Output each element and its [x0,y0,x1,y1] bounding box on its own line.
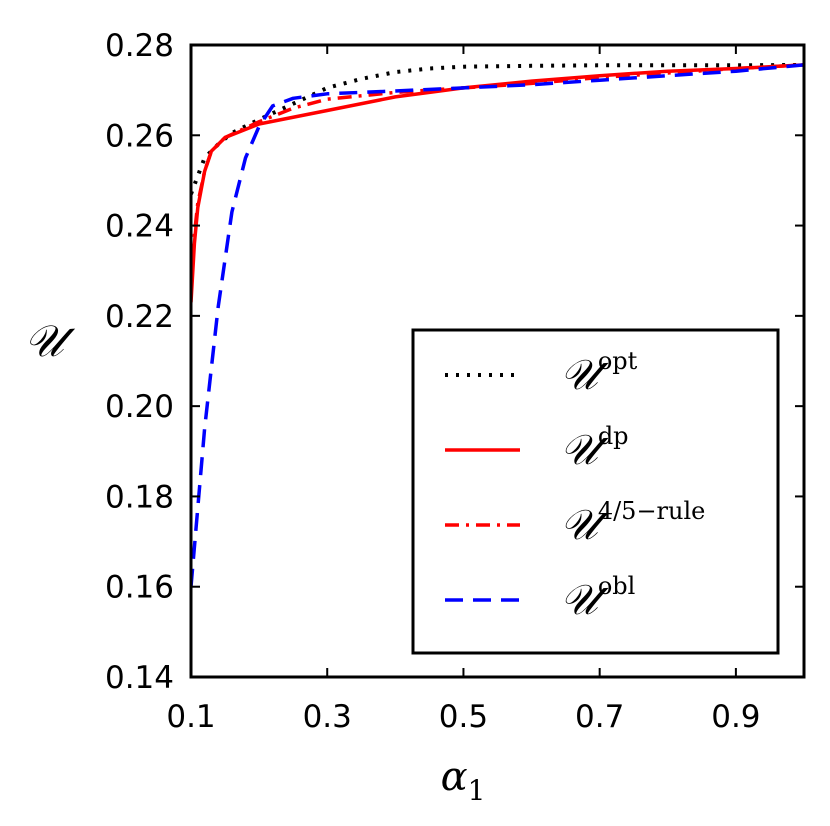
series-line-obl [191,63,804,587]
x-tick-label: 0.3 [303,699,352,735]
y-tick-label: 0.18 [105,479,174,515]
y-tick-label: 0.16 [105,570,174,606]
x-axis-label: α1 [441,754,486,807]
series-layer [191,62,804,587]
x-tick-label: 0.9 [711,699,760,735]
tick-layer: 0.1 0.3 0.5 0.7 0.9 0.14 0.16 0.18 0.20 0.22 0.24 0… [105,28,804,735]
legend-label-opt: 𝒰opt [560,347,638,399]
y-tick-label: 0.20 [105,389,174,425]
plot-frame [189,43,806,679]
x-tick-label: 0.5 [439,699,488,735]
y-tick-label: 0.28 [105,28,174,64]
y-tick-label: 0.26 [105,118,174,154]
y-tick-label: 0.14 [105,660,174,696]
series-line-rule [191,63,804,289]
x-tick-label: 0.7 [575,699,624,735]
y-tick-label: 0.24 [105,209,174,245]
x-tick-label: 0.1 [166,699,215,735]
series-line-dp [191,63,804,303]
legend-label-obl: 𝒰obl [560,572,635,624]
y-axis-label: 𝒰 [24,316,75,367]
y-tick-label: 0.22 [105,299,174,335]
